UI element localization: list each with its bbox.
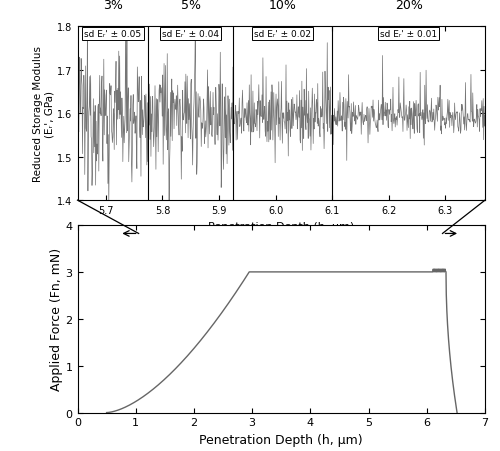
X-axis label: Penetration Depth (h, μm): Penetration Depth (h, μm) <box>208 221 354 231</box>
Text: 20%: 20% <box>394 0 422 12</box>
Text: sd Eᵣ' ± 0.05: sd Eᵣ' ± 0.05 <box>84 30 141 39</box>
Text: sd Eᵣ' ± 0.01: sd Eᵣ' ± 0.01 <box>380 30 437 39</box>
Text: sd Eᵣ' ± 0.02: sd Eᵣ' ± 0.02 <box>254 30 311 39</box>
Y-axis label: Reduced Storage Modulus
(Eᵣ', GPa): Reduced Storage Modulus (Eᵣ', GPa) <box>33 46 54 182</box>
Text: 3%: 3% <box>103 0 123 12</box>
Text: sd Eᵣ' ± 0.04: sd Eᵣ' ± 0.04 <box>162 30 219 39</box>
Y-axis label: Applied Force (Fn, mN): Applied Force (Fn, mN) <box>50 248 62 391</box>
X-axis label: Penetration Depth (h, μm): Penetration Depth (h, μm) <box>200 433 363 446</box>
Text: 5%: 5% <box>180 0 201 12</box>
Text: 10%: 10% <box>268 0 296 12</box>
